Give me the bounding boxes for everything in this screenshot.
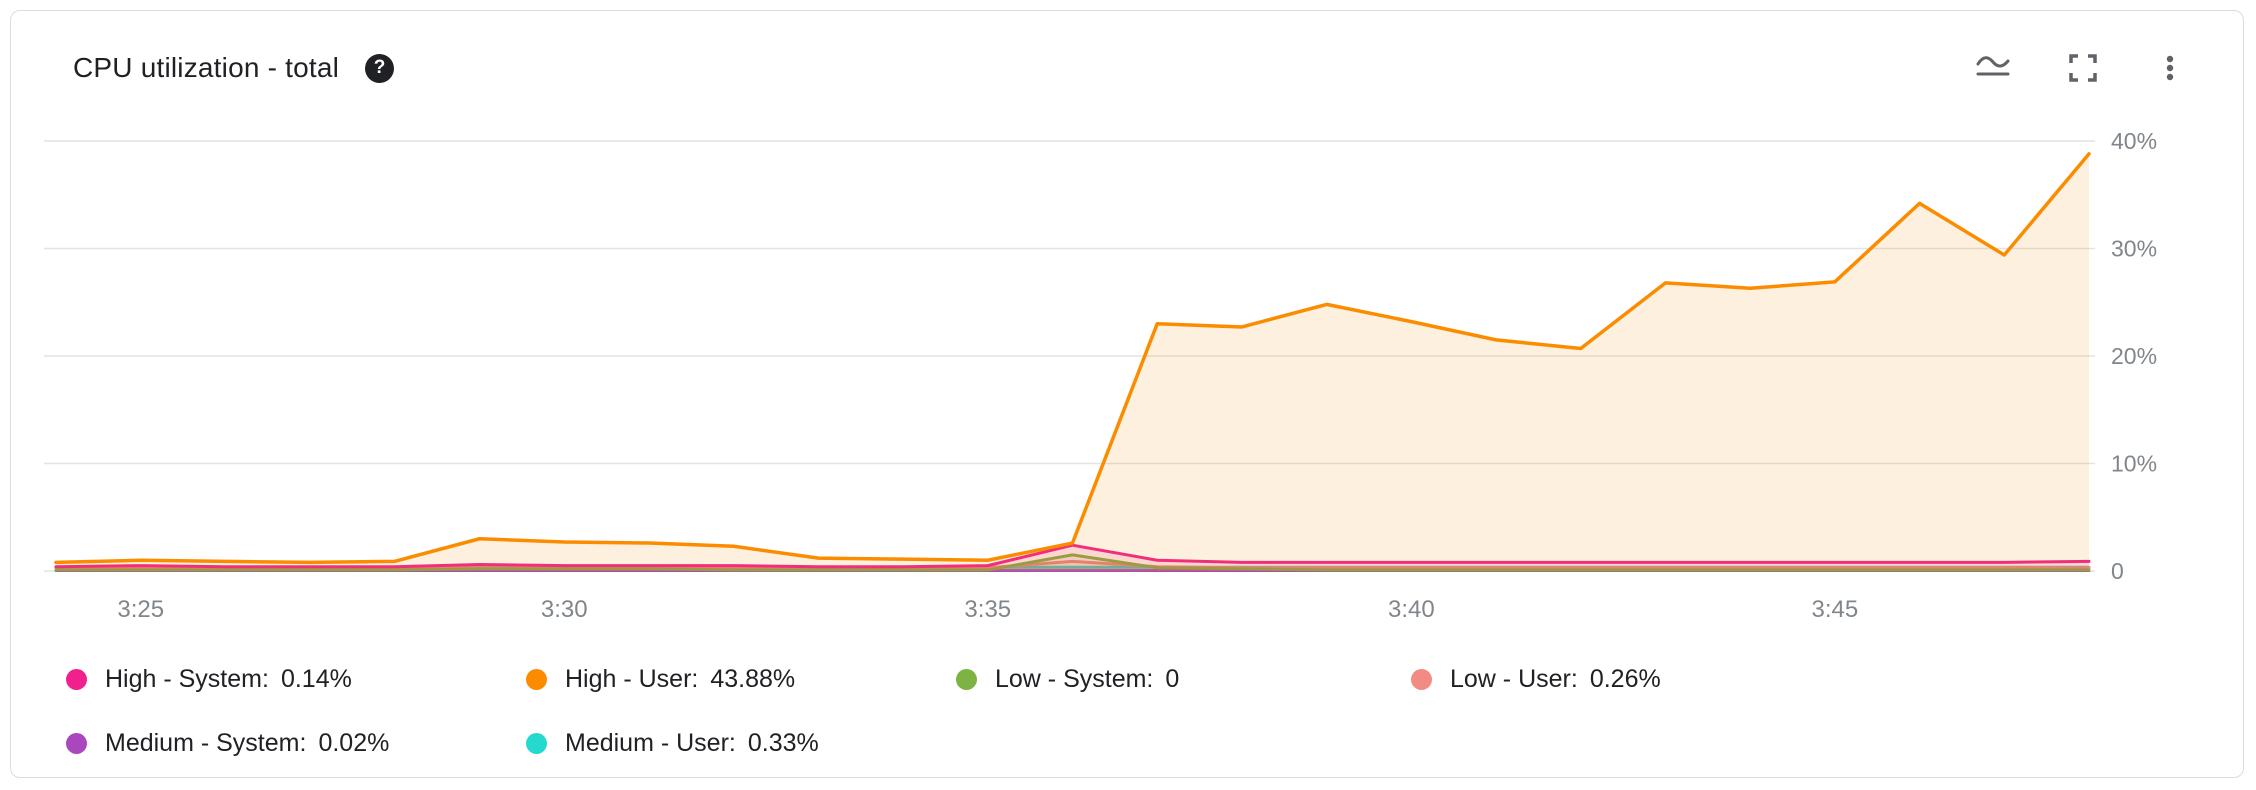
- y-axis-tick: 40%: [2111, 128, 2157, 154]
- legend-value: 0.26%: [1589, 664, 1661, 693]
- y-axis-tick: 10%: [2111, 451, 2157, 477]
- legend-label: High - System:: [105, 664, 269, 693]
- legend-item-low-system[interactable]: Low - System: 0: [956, 651, 1411, 707]
- legend-label: High - User:: [565, 664, 699, 693]
- series-line-high-user: [54, 152, 2091, 565]
- legend-label: Medium - System:: [105, 728, 307, 757]
- x-axis-tick: 3:30: [541, 596, 588, 623]
- chart-canvas[interactable]: 40% 30% 20% 10% 0 3:25 3:30 3:35 3:40 3:45: [11, 93, 2243, 633]
- chart-header: CPU utilization - total ?: [11, 11, 2243, 85]
- series-area-high-system: [56, 545, 2089, 571]
- legend-item-medium-user[interactable]: Medium - User: 0.33%: [526, 715, 956, 771]
- fullscreen-button[interactable]: [2067, 52, 2099, 84]
- legend-label: Medium - User:: [565, 728, 736, 757]
- more-vert-icon: [2166, 55, 2174, 81]
- fullscreen-icon: [2069, 54, 2097, 82]
- legend-color-dot: [526, 668, 547, 690]
- series-area-high-user: [56, 153, 2089, 571]
- series-line-high-system: [54, 543, 2091, 569]
- legend-color-dot: [526, 732, 547, 754]
- y-axis-tick: 30%: [2111, 236, 2157, 262]
- legend: High - System: 0.14% High - User: 43.88% Low…: [11, 651, 2243, 771]
- y-axis-tick: 0: [2111, 558, 2124, 584]
- y-axis-tick: 20%: [2111, 343, 2157, 369]
- legend-color-dot: [1411, 668, 1432, 690]
- legend-label: Low - System:: [995, 664, 1154, 693]
- x-axis-tick: 3:45: [1812, 596, 1859, 623]
- legend-item-high-system[interactable]: High - System: 0.14%: [66, 651, 526, 707]
- series-area-low-system: [56, 554, 2089, 571]
- legend-label: Low - User:: [1450, 664, 1578, 693]
- legend-item-low-user[interactable]: Low - User: 0.26%: [1411, 651, 2243, 707]
- chart-title: CPU utilization - total: [73, 52, 340, 83]
- legend-value: 0.33%: [747, 728, 819, 757]
- legend-color-dot: [66, 668, 87, 690]
- legend-value: 0.02%: [318, 728, 390, 757]
- series-line-low-system: [54, 553, 2091, 572]
- more-options-button[interactable]: [2155, 53, 2185, 83]
- legend-value: 0.14%: [280, 664, 352, 693]
- x-axis-tick: 3:40: [1388, 596, 1435, 623]
- line-chart-icon: [1976, 56, 2010, 76]
- chart-mode-button[interactable]: [1975, 53, 2011, 83]
- chart-toolbar: [1975, 52, 2185, 84]
- legend-item-medium-system[interactable]: Medium - System: 0.02%: [66, 715, 526, 771]
- x-axis-tick: 3:35: [964, 596, 1011, 623]
- help-icon[interactable]: ?: [365, 53, 395, 83]
- x-axis-tick: 3:25: [117, 596, 164, 623]
- cpu-utilization-card: CPU utilization - total ? 40% 30% 20% 10% 0 3: [10, 10, 2244, 778]
- legend-color-dot: [956, 668, 977, 690]
- legend-value: 43.88%: [710, 664, 796, 693]
- legend-item-high-user[interactable]: High - User: 43.88%: [526, 651, 956, 707]
- legend-value: 0: [1165, 664, 1180, 693]
- legend-color-dot: [66, 732, 87, 754]
